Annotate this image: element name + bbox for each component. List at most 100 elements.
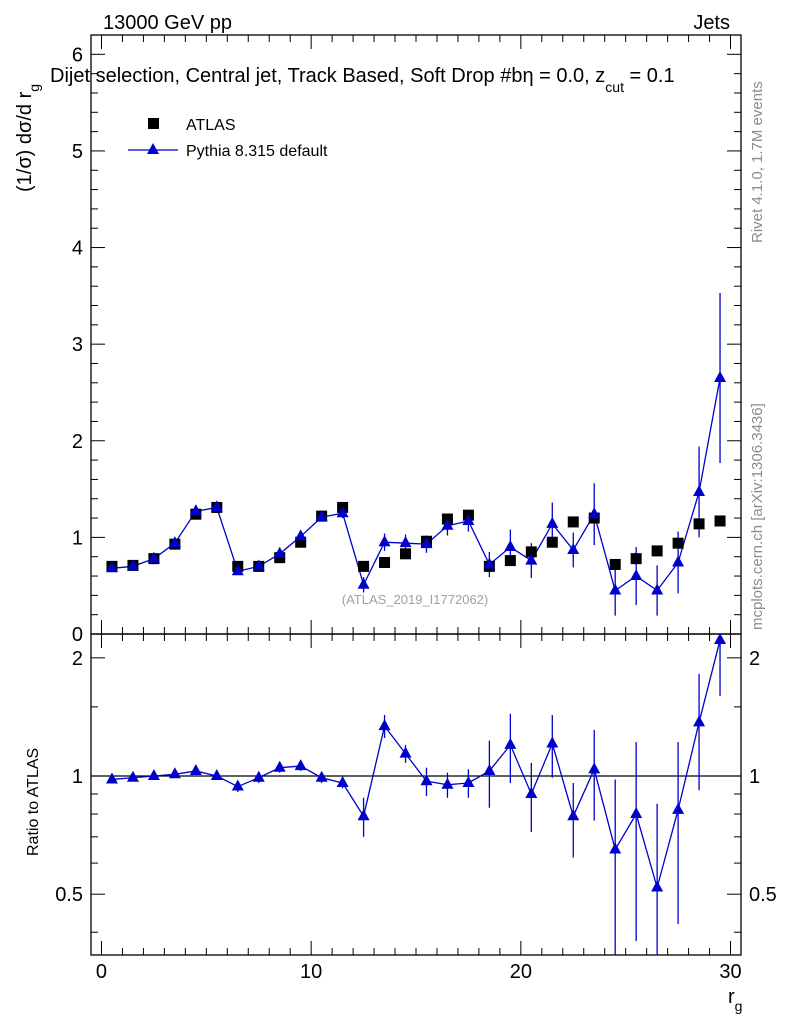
pythia-data-point xyxy=(588,507,601,519)
ratio-data-point xyxy=(231,779,244,791)
atlas-data-point xyxy=(504,555,516,567)
pythia-series-line xyxy=(111,377,721,592)
pythia-data-point xyxy=(609,583,622,595)
pythia-data-point xyxy=(168,536,181,548)
ratio-data-point xyxy=(462,775,475,787)
ratio-data-point xyxy=(336,775,349,787)
atlas-data-point xyxy=(400,548,412,560)
legend-marker-pythia xyxy=(147,143,159,154)
ratio-data-point xyxy=(567,809,580,821)
legend-label-atlas: ATLAS xyxy=(186,117,236,134)
pythia-data-point xyxy=(567,542,580,554)
ratio-data-point xyxy=(483,763,496,775)
ratio-data-point xyxy=(294,759,307,771)
atlas-data-point xyxy=(567,516,579,528)
atlas-data-point xyxy=(379,557,391,569)
pythia-data-point xyxy=(462,513,475,525)
main-y-axis-title: (1/σ) dσ/d rg xyxy=(14,84,42,192)
ratio-data-point xyxy=(147,769,160,781)
header-right: Jets xyxy=(693,12,730,34)
pythia-data-point xyxy=(630,569,643,581)
pythia-data-point xyxy=(672,555,685,567)
main-y-tick-label: 3 xyxy=(72,334,83,356)
pythia-data-point xyxy=(336,506,349,518)
selection-text-eta: η = 0.0, z xyxy=(522,65,605,87)
header-left: 13000 GeV pp xyxy=(103,12,232,34)
pythia-data-point xyxy=(651,583,664,595)
pythia-data-point xyxy=(693,484,706,496)
zcut-subscript: cut xyxy=(605,79,624,95)
x-tick-label: 20 xyxy=(510,961,532,983)
ratio-data-point xyxy=(672,802,685,814)
ratio-data-point xyxy=(525,786,538,798)
ratio-data-point xyxy=(315,770,328,782)
pythia-data-point xyxy=(189,504,202,516)
x-tick-label: 30 xyxy=(719,961,741,983)
ratio-data-point xyxy=(546,736,559,748)
atlas-data-point xyxy=(295,536,307,548)
selection-text: Dijet selection, Central jet, Track Base… xyxy=(50,65,522,87)
atlas-data-point xyxy=(651,545,663,557)
pythia-data-point xyxy=(525,553,538,565)
atlas-data-point xyxy=(546,536,558,548)
main-y-axis-title-text: (1/σ) dσ/d r xyxy=(14,91,36,192)
main-y-tick-label: 0 xyxy=(72,624,83,646)
ratio-y-tick-label-right: 0.5 xyxy=(749,884,777,906)
ratio-data-point xyxy=(693,715,706,727)
main-y-tick-label: 6 xyxy=(72,44,83,66)
pythia-data-point xyxy=(231,564,244,576)
ratio-data-point xyxy=(504,737,517,749)
ratio-plot-area: 0 10 20 30 0.5 0.5 1 1 2 2 xyxy=(55,633,777,983)
pythia-data-point xyxy=(546,516,559,528)
ratio-data-point xyxy=(588,762,601,774)
ratio-data-point xyxy=(105,772,118,784)
ratio-y-axis-title: Ratio to ATLAS xyxy=(25,748,42,856)
x-axis-title-sub: g xyxy=(735,998,743,1014)
pythia-data-point xyxy=(252,559,265,571)
selection-text-value: = 0.1 xyxy=(624,65,675,87)
ratio-data-point xyxy=(273,760,286,772)
x-axis-title-text: r xyxy=(728,986,735,1008)
mcplots-label: mcplots.cern.ch [arXiv:1306.3436] xyxy=(749,403,766,630)
ratio-y-tick-label: 1 xyxy=(72,766,83,788)
pythia-data-point xyxy=(147,551,160,563)
main-y-axis-title-sub: g xyxy=(26,84,42,92)
main-plot-area: 0 1 2 3 4 5 6 xyxy=(72,35,741,646)
x-tick-label: 10 xyxy=(300,961,322,983)
pythia-data-point xyxy=(420,537,433,549)
ratio-y-tick-label: 2 xyxy=(72,648,83,670)
pythia-data-point xyxy=(504,540,517,552)
ratio-data-point xyxy=(630,807,643,819)
analysis-id: (ATLAS_2019_I1772062) xyxy=(342,592,488,607)
legend-marker-atlas xyxy=(148,118,159,129)
main-y-tick-label: 1 xyxy=(72,527,83,549)
legend: ATLAS Pythia 8.315 default xyxy=(128,117,328,160)
pythia-data-point xyxy=(105,561,118,573)
rivet-label: Rivet 4.1.0, 1.7M events xyxy=(749,81,766,243)
atlas-data-point xyxy=(609,558,621,570)
pythia-data-point xyxy=(357,577,370,589)
ratio-y-tick-label: 0.5 xyxy=(55,884,83,906)
ratio-data-point xyxy=(126,770,139,782)
main-y-tick-label: 4 xyxy=(72,238,83,260)
atlas-data-point xyxy=(630,553,642,565)
ratio-data-point xyxy=(441,777,454,789)
ratio-data-point xyxy=(714,633,727,645)
main-y-tick-label: 5 xyxy=(72,141,83,163)
pythia-data-point xyxy=(378,535,391,547)
ratio-data-point xyxy=(168,767,181,779)
ratio-data-point xyxy=(399,746,412,758)
ratio-data-point xyxy=(378,719,391,731)
legend-label-pythia: Pythia 8.315 default xyxy=(186,143,328,160)
pythia-data-point xyxy=(483,557,496,569)
selection-label: Dijet selection, Central jet, Track Base… xyxy=(50,65,675,95)
x-tick-label: 0 xyxy=(96,961,107,983)
pythia-data-point xyxy=(399,536,412,548)
pythia-data-point xyxy=(126,559,139,571)
ratio-y-tick-label-right: 1 xyxy=(749,766,760,788)
atlas-data-point xyxy=(693,518,705,530)
pythia-data-point xyxy=(294,529,307,541)
pythia-data-point xyxy=(210,500,223,512)
atlas-data-point xyxy=(358,560,370,572)
